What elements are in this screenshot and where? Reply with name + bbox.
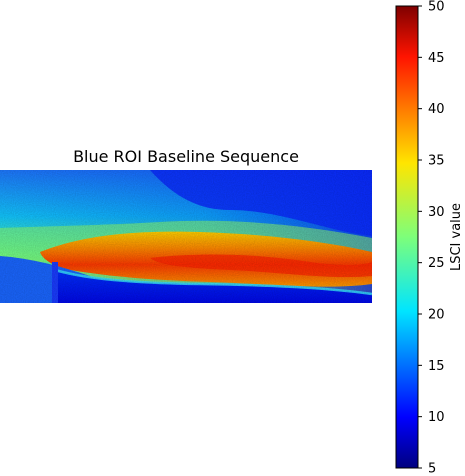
colorbar-tick-label: 35	[428, 154, 445, 169]
colorbar-tick-label: 45	[428, 51, 445, 66]
colorbar-tick-label: 25	[428, 256, 445, 271]
heatmap-speckle	[0, 170, 372, 303]
colorbar: 5 10 15 20 25 30 35 40 45 50 LSCI value	[395, 0, 464, 476]
colorbar-tick-label: 15	[428, 359, 445, 374]
colorbar-tick-label: 10	[428, 410, 445, 425]
colorbar-label: LSCI value	[449, 203, 464, 271]
colorbar-tick-label: 5	[428, 462, 436, 476]
chart-title: Blue ROI Baseline Sequence	[73, 147, 299, 166]
colorbar-tick-label: 20	[428, 308, 445, 323]
colorbar-gradient	[395, 5, 419, 469]
heatmap-image	[0, 170, 372, 303]
colorbar-tick-label: 30	[428, 205, 445, 220]
colorbar-tick-label: 50	[428, 0, 445, 15]
colorbar-ticks: 5 10 15 20 25 30 35 40 45 50	[418, 0, 445, 476]
colorbar-tick-label: 40	[428, 102, 445, 117]
